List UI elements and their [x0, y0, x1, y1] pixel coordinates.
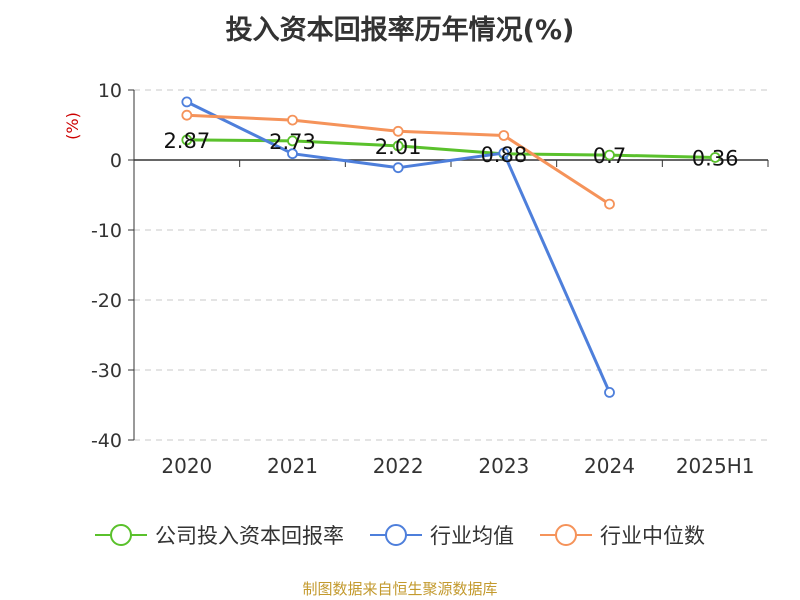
x-tick-label: 2020 — [161, 454, 212, 478]
grid-lines — [134, 89, 768, 441]
chart-title: 投入资本回报率历年情况(%) — [225, 15, 575, 46]
data-label: 0.88 — [480, 143, 527, 167]
y-tick-label: -10 — [91, 220, 122, 242]
x-tick-label: 2024 — [584, 454, 635, 478]
y-tick-label: 0 — [110, 150, 122, 172]
axes: 10 0 -10 -20 -30 -40 2020 2021 2022 2023 2024 2025H… — [91, 80, 769, 478]
data-point — [604, 149, 615, 161]
x-tick-label: 2022 — [373, 454, 424, 478]
data-point — [287, 135, 298, 147]
legend-label-company-roic: 公司投入资本回报率 — [155, 524, 344, 548]
data-label: 2.87 — [163, 129, 210, 153]
data-labels: 2.87 2.73 2.01 0.88 0.7 0.36 — [163, 129, 738, 171]
data-point — [392, 162, 404, 174]
legend-label-industry-mean: 行业均值 — [430, 524, 514, 548]
data-point — [287, 148, 298, 160]
data-point — [181, 96, 193, 108]
data-label: 0.7 — [593, 144, 626, 168]
data-label: 0.36 — [692, 146, 739, 170]
data-point — [181, 109, 193, 121]
data-point — [498, 147, 510, 159]
data-label: 2.01 — [375, 135, 422, 159]
x-tick-label: 2025H1 — [676, 454, 755, 478]
data-point — [498, 130, 510, 141]
series-line-0 — [186, 138, 716, 159]
data-point — [709, 152, 721, 163]
legend-item-industry-median[interactable]: 行业中位数 — [540, 520, 705, 550]
data-point — [392, 140, 404, 152]
y-tick-label: -40 — [91, 430, 122, 452]
data-point — [181, 134, 193, 146]
legend-item-company-roic[interactable]: 公司投入资本回报率 — [95, 520, 344, 550]
data-point — [287, 114, 298, 126]
legend-item-industry-mean[interactable]: 行业均值 — [370, 520, 514, 550]
x-tick-label: 2021 — [267, 454, 318, 478]
legend-marker-company-roic — [95, 523, 147, 547]
data-point — [392, 125, 404, 137]
data-label: 2.73 — [269, 130, 316, 154]
data-point — [604, 386, 615, 398]
data-point — [604, 198, 615, 210]
series-lines — [181, 96, 721, 398]
legend-label-industry-median: 行业中位数 — [600, 524, 705, 548]
data-source-note: 制图数据来自恒生聚源数据库 — [302, 580, 498, 598]
y-tick-label: -30 — [91, 360, 122, 382]
y-axis-label: (%) — [63, 112, 82, 140]
legend-marker-industry-median — [540, 523, 592, 547]
y-tick-label: -20 — [91, 290, 122, 312]
legend-marker-industry-mean — [370, 523, 422, 547]
y-tick-label: 10 — [98, 80, 122, 102]
legend: 公司投入资本回报率 行业均值 行业中位数 — [0, 520, 800, 550]
x-tick-label: 2023 — [478, 454, 529, 478]
